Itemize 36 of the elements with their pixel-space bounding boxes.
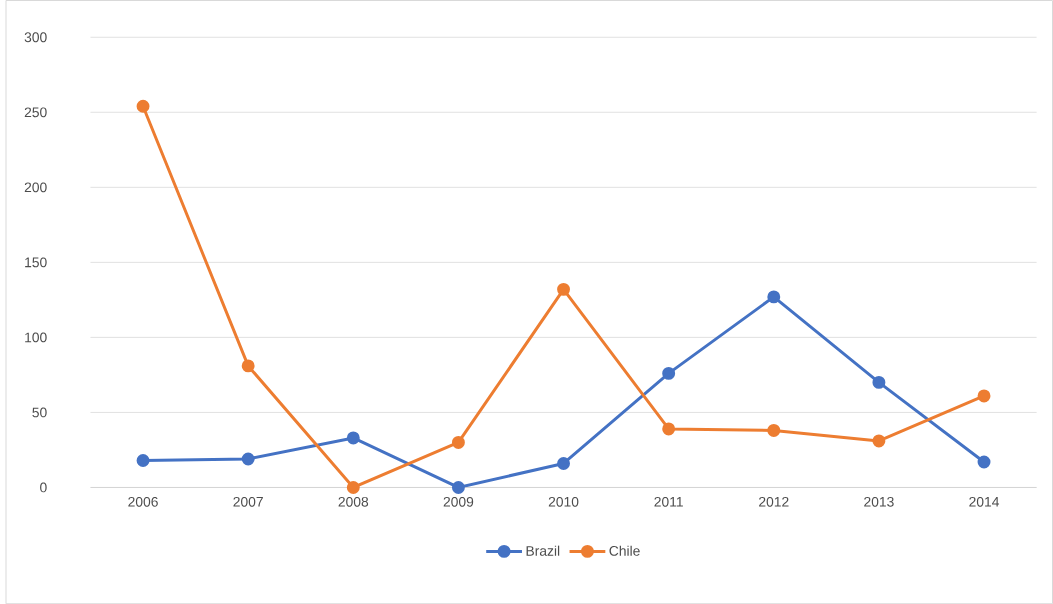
x-tick-label: 2011 [654,496,683,507]
point [662,366,676,380]
point [872,375,886,389]
point [662,422,676,436]
y-tick-label: 50 [32,407,47,418]
point [241,359,255,373]
point [767,423,781,437]
y-tick-label: 250 [24,107,47,118]
point [872,434,886,448]
x-tick-label: 2013 [864,496,894,507]
point [977,389,991,403]
point [977,455,991,469]
point [451,435,465,449]
point [767,290,781,304]
x-tick-label: 2008 [338,496,369,507]
legend-label: Brazil [526,545,560,556]
y-tick-label: 0 [40,482,47,493]
x-tick-label: 2007 [233,496,263,507]
point [136,99,150,113]
y-tick-label: 300 [24,32,47,43]
point [557,456,570,470]
point [241,452,255,466]
point [346,480,360,494]
y-tick-label: 200 [24,182,47,193]
point [346,431,360,445]
x-tick-label: 2014 [969,496,1000,507]
point [136,453,150,467]
point [451,480,465,494]
x-tick-label: 2012 [759,496,789,507]
x-tick-label: 2006 [128,496,158,507]
y-tick-label: 150 [25,257,47,268]
y-tick-label: 100 [25,332,47,343]
point [557,282,570,296]
x-tick-label: 2009 [443,496,474,507]
x-tick-label: 2010 [548,496,579,507]
legend-label: Chile [609,545,640,556]
